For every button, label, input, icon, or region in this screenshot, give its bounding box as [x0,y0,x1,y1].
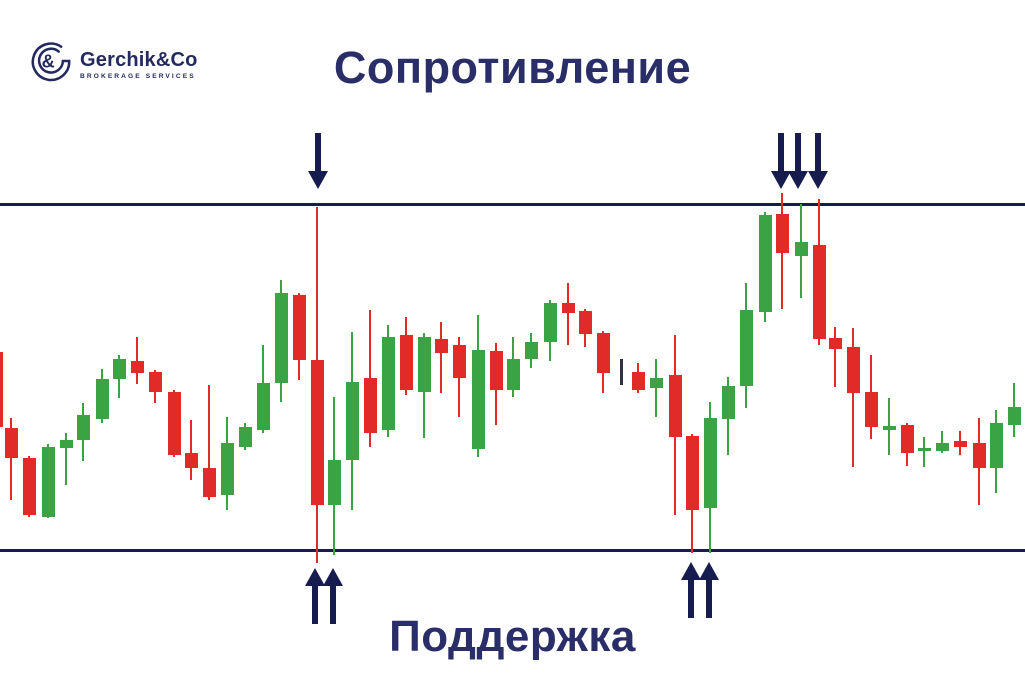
doji-candle [619,359,623,385]
candle [256,383,270,430]
candle [561,303,575,313]
candle-wick [834,327,836,387]
candle [846,347,860,394]
candle [721,385,735,419]
brand-name: Gerchik&Co [80,49,198,71]
candle [972,443,986,469]
support-line [0,549,1025,552]
down-arrow-icon [788,133,809,189]
candle [917,447,931,451]
candle [828,338,842,350]
candle [471,350,485,449]
candle [274,293,288,384]
candle [310,360,324,505]
down-arrow-icon [308,133,329,189]
candle [989,423,1003,469]
brand-logo: & Gerchik&Co BROKERAGE SERVICES [30,40,198,82]
candle [4,427,18,459]
up-arrow-icon [699,562,720,618]
candle-wick [190,419,192,481]
candle [1007,406,1021,426]
candle [775,213,789,254]
candle [381,337,395,430]
candle [543,303,557,342]
svg-text:&: & [42,51,55,71]
candle [130,361,144,373]
candle [758,214,772,312]
candle [935,443,949,451]
candle [0,351,3,427]
resistance-line [0,203,1025,206]
candle-wick [65,433,67,485]
candle-wick [440,321,442,394]
candle [22,458,36,515]
down-arrow-icon [808,133,829,189]
candle [953,440,967,448]
candle [292,295,306,361]
candle-wick [923,437,925,468]
candle [434,339,448,353]
candle-wick [567,283,569,345]
candle-wick [136,337,138,384]
candle [148,372,162,393]
resistance-label: Сопротивление [333,42,692,93]
candle [327,459,341,505]
candle-wick [655,359,657,417]
down-arrow-icon [771,133,792,189]
candle [578,310,592,334]
candle [95,379,109,419]
candle-wick [208,384,210,501]
candle [41,447,55,517]
candle [649,378,663,388]
candle [524,341,538,360]
up-arrow-icon [323,568,344,624]
candle [668,374,682,438]
candle [167,392,181,456]
candle [202,468,216,498]
candle [812,244,826,340]
brand-tagline: BROKERAGE SERVICES [80,73,196,80]
candle [220,443,234,495]
candle [363,378,377,434]
candle [882,426,896,430]
candle [739,309,753,386]
candle-wick [941,430,943,453]
candle [900,425,914,453]
support-label: Поддержка [389,612,636,661]
candle-wick [852,328,854,468]
brand-logo-icon: & [31,42,71,82]
candle [345,382,359,460]
candle [238,426,252,448]
candle [399,335,413,391]
candle [417,337,431,393]
candle [685,436,699,511]
candle-wick [10,417,12,501]
candle [59,439,73,448]
candle [506,359,520,391]
candle [184,452,198,469]
up-arrow-icon [681,562,702,618]
candle [864,392,878,427]
candle [452,344,466,378]
candle [596,332,610,373]
candle [631,372,645,391]
candle [76,415,90,440]
candle [703,417,717,509]
candle [489,351,503,391]
candle [112,359,126,380]
candle [794,242,808,256]
up-arrow-icon [305,568,326,624]
